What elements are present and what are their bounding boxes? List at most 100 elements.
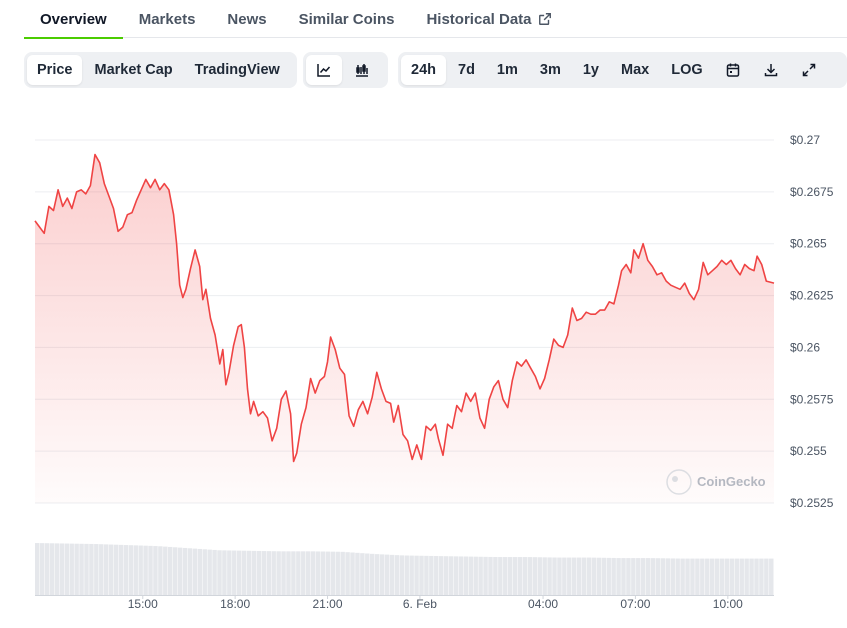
volume-bar [542,557,547,595]
x-tick-label: 15:00 [128,597,158,611]
download-button[interactable] [753,55,789,85]
volume-bar [148,545,153,595]
chart-type-toggle [303,52,388,88]
tab-overview[interactable]: Overview [24,0,123,39]
volume-bar [187,548,193,595]
volume-bar [576,557,582,595]
volume-bar [128,545,134,595]
volume-bar [113,544,119,595]
volume-bar [360,553,365,595]
tab-news-label: News [227,10,267,28]
volume-bar [562,557,567,595]
volume-bar [177,547,183,595]
volume-bar [35,543,40,595]
range-1y-button[interactable]: 1y [582,62,599,78]
tab-news[interactable]: News [211,0,282,38]
volume-bar [443,556,449,595]
volume-bar [700,558,705,595]
volume-bar [379,554,385,595]
volume-bar [680,558,685,595]
tab-historical-data[interactable]: Historical Data [410,0,567,38]
volume-bar [695,558,700,595]
volume-bar [103,544,109,595]
x-tick-label: 07:00 [620,597,650,611]
fullscreen-button[interactable] [791,55,827,85]
tab-markets-label: Markets [138,10,196,28]
volume-bar [222,550,227,595]
volume-bar [241,550,247,595]
volume-bar [79,543,84,595]
volume-bar [39,543,45,595]
volume-bar [153,546,158,595]
x-tick-label: 04:00 [528,597,558,611]
volume-bar [586,557,592,595]
volume-bar [94,544,99,595]
volume-bar [660,558,666,595]
volume-bar [621,558,626,595]
log-scale-button[interactable]: LOG [671,62,703,78]
volume-bar [266,551,271,595]
tab-similar-coins[interactable]: Similar Coins [283,0,411,38]
range-max-button[interactable]: Max [621,62,650,78]
price-area [35,154,774,503]
range-7d-button[interactable]: 7d [458,62,475,78]
volume-bar [340,551,345,595]
volume-bar [44,543,50,595]
volume-bar [69,543,74,595]
volume-bar [350,552,355,595]
line-chart-button[interactable] [306,55,342,85]
expand-icon [802,63,815,77]
tab-bar: Overview Markets News Similar Coins Hist… [24,0,847,39]
volume-bar [118,544,124,595]
market-cap-button[interactable]: Market Cap [94,62,173,78]
calendar-icon [726,63,739,77]
volume-bar [764,558,769,595]
volume-bar [557,557,562,595]
volume-bar [655,558,661,595]
calendar-button[interactable] [715,55,751,85]
price-button[interactable]: Price [27,55,83,85]
range-1m-button[interactable]: 1m [496,62,518,78]
volume-bar [631,558,636,595]
tab-overview-label: Overview [40,10,107,28]
volume-bar [192,548,198,595]
price-chart[interactable]: $0.27 $0.2675 $0.265 $0.2625 $0.26 $0.2575 $0.… [0,100,847,628]
volume-bar [399,555,405,595]
y-tick-label: $0.265 [790,237,827,251]
candlestick-chart-button[interactable] [344,55,380,85]
volume-bar [256,550,262,595]
y-tick-label: $0.2575 [790,392,834,406]
volume-bar [251,550,257,595]
trading-view-button[interactable]: TradingView [194,62,280,78]
volume-bar [739,558,744,595]
volume-bar [424,555,429,595]
volume-bar [527,557,533,595]
tab-markets[interactable]: Markets [123,0,212,38]
volume-bar [507,557,513,595]
volume-bar [547,557,552,595]
volume-bar [640,558,646,595]
x-tick-label: 6. Feb [403,597,437,611]
volume-bar [384,554,390,595]
volume-bar [296,551,301,595]
range-3m-button[interactable]: 3m [539,62,561,78]
y-tick-label: $0.255 [790,444,827,458]
volume-bar [59,543,65,595]
volume-bar [172,547,178,595]
volume-bar [438,556,444,595]
volume-bar [714,558,720,595]
volume-bar [138,545,143,595]
volume-bar [473,556,478,595]
volume-bar [84,543,89,595]
volume-bar [271,551,276,595]
volume-bar [705,558,710,595]
y-axis: $0.27 $0.2675 $0.265 $0.2625 $0.26 $0.2575 $0.… [790,133,834,510]
range-24h-button[interactable]: 24h [401,55,446,85]
watermark-text: CoinGecko [697,474,766,489]
volume-bar [99,544,104,595]
volume-bar [478,556,483,595]
volume-bar [650,558,656,595]
volume-bar [419,555,424,595]
volume-bar [325,551,331,595]
volume-bar [503,557,508,595]
